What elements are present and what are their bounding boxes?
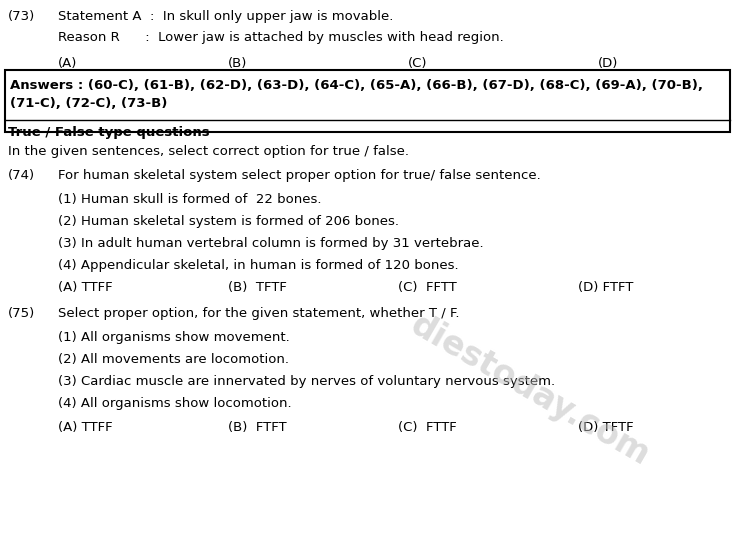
Text: (B)  TFTF: (B) TFTF [228,281,287,294]
Text: (D) TFTF: (D) TFTF [578,421,634,434]
Text: (3) Cardiac muscle are innervated by nerves of voluntary nervous system.: (3) Cardiac muscle are innervated by ner… [58,375,555,388]
Text: Select proper option, for the given statement, whether T / F.: Select proper option, for the given stat… [58,307,459,320]
Text: (A): (A) [58,57,77,70]
Text: (2) Human skeletal system is formed of 206 bones.: (2) Human skeletal system is formed of 2… [58,215,399,228]
Text: (A) TTFF: (A) TTFF [58,281,113,294]
Text: (4) All organisms show locomotion.: (4) All organisms show locomotion. [58,397,291,410]
Text: Statement A  :  In skull only upper jaw is movable.: Statement A : In skull only upper jaw is… [58,10,393,23]
Text: For human skeletal system select proper option for true/ false sentence.: For human skeletal system select proper … [58,169,541,182]
Text: (A) TTFF: (A) TTFF [58,421,113,434]
Text: (4) Appendicular skeletal, in human is formed of 120 bones.: (4) Appendicular skeletal, in human is f… [58,259,458,272]
Text: (74): (74) [8,169,35,182]
Text: (D) FTFT: (D) FTFT [578,281,633,294]
Text: (2) All movements are locomotion.: (2) All movements are locomotion. [58,353,289,366]
Text: (75): (75) [8,307,35,320]
Text: (73): (73) [8,10,35,23]
Text: diestoday.com: diestoday.com [405,308,655,472]
Text: (71-C), (72-C), (73-B): (71-C), (72-C), (73-B) [10,97,167,110]
Text: (3) In adult human vertebral column is formed by 31 vertebrae.: (3) In adult human vertebral column is f… [58,237,484,250]
Text: (1) Human skull is formed of  22 bones.: (1) Human skull is formed of 22 bones. [58,193,322,206]
Bar [5,70,730,132]
Text: (1) All organisms show movement.: (1) All organisms show movement. [58,331,290,344]
Text: (B)  FTFT: (B) FTFT [228,421,287,434]
Text: (C)  FFTT: (C) FFTT [398,281,457,294]
Text: (B): (B) [228,57,247,70]
Text: Reason R      :  Lower jaw is attached by muscles with head region.: Reason R : Lower jaw is attached by musc… [58,31,504,44]
Text: (D): (D) [598,57,618,70]
Text: True / False type questions: True / False type questions [8,126,210,139]
Text: In the given sentences, select correct option for true / false.: In the given sentences, select correct o… [8,145,409,158]
Text: (C): (C) [408,57,427,70]
Text: (C)  FTTF: (C) FTTF [398,421,457,434]
Text: Answers : (60-C), (61-B), (62-D), (63-D), (64-C), (65-A), (66-B), (67-D), (68-C): Answers : (60-C), (61-B), (62-D), (63-D)… [10,79,703,92]
